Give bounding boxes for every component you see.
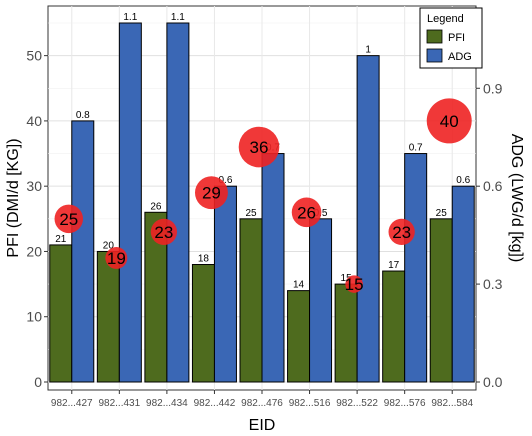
bars [49, 22, 475, 383]
bar-pfi [191, 264, 215, 383]
bubbles: 25 19 23 29 36 26 15 23 40 [54, 98, 472, 294]
x-tick-label: 982...516 [289, 398, 331, 409]
bubble [345, 275, 363, 293]
data-label-pfi: 25 [436, 208, 448, 219]
y-tick-label: 0 [34, 374, 42, 390]
bubble-label: 15 [345, 275, 364, 294]
x-tick-label: 982...434 [146, 398, 188, 409]
legend-label-adg: ADG [448, 51, 472, 63]
data-label-adg: 1.1 [171, 12, 185, 23]
bar-adg [118, 22, 142, 383]
data-label-adg: 1 [365, 45, 371, 56]
x-tick-label: 982...427 [51, 398, 93, 409]
bubble-label: 23 [392, 223, 411, 242]
legend-swatch-pfi [426, 29, 443, 44]
bar-adg [71, 120, 95, 383]
bar-pfi [287, 290, 311, 383]
bubble [194, 176, 228, 210]
bubble [105, 247, 128, 269]
y-tick-label: 40 [26, 113, 42, 129]
bar-adg [166, 22, 190, 383]
data-label-pfi: 26 [150, 201, 162, 212]
data-label-adg: 1.1 [123, 12, 137, 23]
bar-pfi [382, 270, 406, 383]
bubble [150, 218, 178, 246]
data-label-pfi: 18 [198, 254, 210, 265]
axes: 0 10 20 30 40 50 0.0 0.3 0.6 0.9 982...427 982...43… [26, 48, 502, 409]
bar-adg [261, 153, 285, 383]
bar-adg [356, 55, 380, 383]
bar-adg [309, 218, 333, 383]
data-label-adg: 0.6 [456, 175, 470, 186]
data-label-pfi: 21 [55, 234, 67, 245]
y2-tick-label: 0.3 [483, 276, 503, 292]
x-tick-label: 982...522 [336, 398, 378, 409]
y-axis-title: PFI (DMI/d [KG]) [5, 138, 22, 257]
bar-adg [404, 153, 428, 383]
bubble [238, 126, 280, 168]
bubble [426, 98, 472, 144]
data-label-pfi: 20 [103, 240, 115, 251]
bubble [388, 218, 415, 246]
bar-adg [451, 185, 475, 383]
bubble-label: 29 [202, 184, 221, 203]
y2-tick-label: 0.0 [483, 374, 503, 390]
bubble [54, 204, 84, 234]
bar-pfi [49, 244, 73, 383]
y-tick-label: 50 [26, 48, 42, 64]
y2-tick-label: 0.9 [483, 80, 503, 96]
bar-pfi [96, 250, 120, 383]
x-tick-label: 982...431 [98, 398, 140, 409]
bar-pfi [334, 283, 358, 383]
x-tick-label: 982...476 [241, 398, 283, 409]
bar-adg [213, 185, 237, 383]
data-label-pfi: 17 [388, 260, 400, 271]
y-tick-label: 10 [26, 309, 42, 325]
x-tick-label: 982...584 [431, 398, 473, 409]
legend-label-pfi: PFI [448, 32, 465, 44]
y-tick-label: 20 [26, 243, 42, 259]
bar-pfi [239, 218, 263, 383]
bar-pfi [429, 218, 453, 383]
data-label-adg: 0.6 [218, 175, 232, 186]
data-label-pfi: 15 [341, 273, 353, 284]
data-label-adg: 0.8 [76, 110, 90, 121]
data-label-pfi: 25 [245, 208, 257, 219]
bubble [291, 197, 322, 228]
legend-title: Legend [427, 13, 464, 25]
bubble-label: 19 [107, 249, 126, 268]
y2-axis-title: ADG (LWG/d [kg]) [508, 134, 525, 263]
x-tick-label: 982...576 [384, 398, 426, 409]
bubble-label: 40 [440, 112, 459, 131]
data-label-pfi: 14 [293, 280, 305, 291]
bubble-label: 25 [59, 210, 78, 229]
y2-tick-label: 0.6 [483, 178, 503, 194]
bubble-label: 26 [297, 203, 316, 222]
legend-swatch-adg [426, 48, 443, 63]
x-tick-label: 982...442 [194, 398, 236, 409]
bubble-label: 23 [154, 223, 173, 242]
legend: Legend PFI ADG [419, 7, 483, 69]
y-tick-label: 30 [26, 178, 42, 194]
x-axis-title: EID [249, 417, 276, 434]
data-label-adg: 0.7 [409, 143, 423, 154]
bubble-label: 36 [250, 138, 269, 157]
